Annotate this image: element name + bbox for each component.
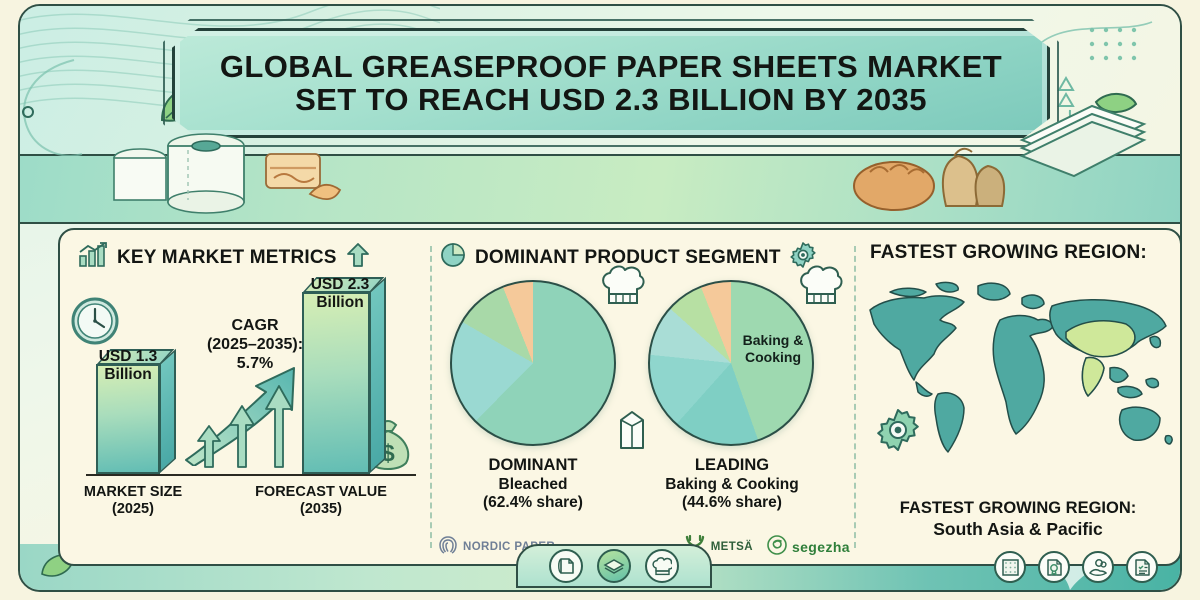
plaque-outline [163, 19, 1059, 147]
title-line-2: Set to Reach USD 2.3 Billion by 2035 [295, 82, 927, 117]
bar-front-face [302, 292, 370, 474]
panel-key-market-metrics: KEY MARKET METRICS [60, 230, 432, 564]
pie-1-caption: DOMINANT Bleached (62.4% share) [440, 456, 626, 513]
divider-left-mid [430, 246, 432, 548]
x-label-2-line2: (2035) [300, 501, 342, 518]
pie-1-caption-name: Bleached [498, 475, 568, 493]
stacked-sheets-icon[interactable] [597, 549, 631, 583]
middle-panel-heading: DOMINANT PRODUCT SEGMENT [440, 242, 816, 274]
region-caption: FASTEST GROWING REGION: South Asia & Pac… [856, 499, 1180, 540]
bottom-toolbar-left[interactable] [516, 544, 712, 588]
chart-baseline-axis [86, 474, 416, 476]
pie-2-inner-label: Baking & Cooking [730, 332, 816, 365]
right-panel-heading: FASTEST GROWING REGION: [870, 242, 1147, 264]
pie-2-caption-head: LEADING [694, 456, 770, 474]
right-panel-heading-label: FASTEST GROWING REGION: [870, 242, 1147, 263]
texture-swatch-icon[interactable] [994, 551, 1026, 583]
pie-1-caption-share: (62.4% share) [483, 494, 583, 512]
up-arrow-icon [346, 242, 370, 274]
pie-2-caption-share: (44.6% share) [682, 494, 782, 512]
pie-1-slices [450, 280, 616, 446]
outer-frame: Global Greaseproof Paper Sheets Market S… [18, 4, 1182, 592]
x-axis-label-market-size: MARKET SIZE (2025) [68, 484, 198, 518]
chef-hat-icon[interactable] [645, 549, 679, 583]
pie-chart-baking-cooking: Baking & Cooking [620, 265, 843, 511]
pie-1-caption-head: DOMINANT [488, 456, 578, 474]
cagr-line-1: CAGR [231, 317, 279, 334]
logo-metsa-label: METSÄ [710, 541, 753, 553]
mini-up-arrow-icon-1 [196, 423, 222, 474]
x-label-1-line2: (2025) [112, 501, 154, 518]
subtitle-band: Asia-Pacific Leads Growth as Nordic Pape… [20, 104, 1180, 364]
bar-value-2035-line1: USD 2.3 [310, 276, 370, 293]
pie-2-caption-name: Baking & Cooking [665, 475, 799, 493]
region-caption-line-1: FASTEST GROWING REGION: [899, 499, 1137, 518]
title-line-1: Global Greaseproof Paper Sheets Market [219, 48, 1003, 84]
region-caption-line-2: South Asia & Pacific [933, 519, 1103, 539]
clock-icon [70, 296, 120, 351]
panel-fastest-growing-region: FASTEST GROWING REGION: [856, 230, 1180, 564]
middle-panel-heading-label: DOMINANT PRODUCT SEGMENT [475, 247, 781, 268]
divider-mid-right [854, 246, 856, 548]
milk-carton-icon [614, 406, 650, 457]
gear-icon [790, 242, 816, 274]
bar-forecast-value-2035 [302, 276, 386, 474]
main-content-card: KEY MARKET METRICS [58, 228, 1180, 566]
market-size-bar-chart: CAGR (2025–2035): 5.7% [60, 272, 432, 524]
logo-segezha-label: segezha [791, 539, 850, 555]
bar-value-label-2025: USD 1.3 Billion [78, 348, 178, 383]
x-axis-label-forecast-value: FORECAST VALUE (2035) [238, 484, 404, 518]
bar-value-2025-line1: USD 1.3 [98, 348, 158, 365]
segezha-spiral-icon [767, 534, 787, 560]
world-map-icon [869, 281, 1173, 453]
pie-2-inner-line2: Cooking [745, 348, 801, 365]
checklist-report-icon[interactable] [1126, 551, 1158, 583]
certificate-document-icon[interactable] [1038, 551, 1070, 583]
bottom-toolbar-right[interactable] [994, 547, 1158, 587]
bar-chart-growth-icon [78, 242, 108, 274]
bar-value-2035-line2: Billion [316, 293, 364, 311]
pie-2-inner-line1: Baking & [742, 332, 804, 348]
nordic-paper-fingerprint-icon [438, 535, 458, 560]
left-panel-heading-label: KEY MARKET METRICS [117, 247, 337, 268]
bar-market-size-2025 [96, 348, 176, 474]
cagr-line-2: (2025–2035): [206, 336, 304, 354]
paper-roll-icon[interactable] [549, 549, 583, 583]
left-panel-heading: KEY MARKET METRICS [78, 242, 370, 274]
mini-up-arrow-icon-2 [228, 403, 256, 474]
bar-front-face [96, 364, 160, 474]
pie-2-slices [648, 280, 814, 446]
page-title: Global Greaseproof Paper Sheets Market S… [194, 48, 1028, 117]
pie-chart-bleached: DOMINANT Bleached (62.4% share) [450, 265, 645, 511]
hand-coins-icon[interactable] [1082, 551, 1114, 583]
mini-up-arrow-icon-3 [264, 383, 294, 474]
title-plaque: Global Greaseproof Paper Sheets Market S… [163, 19, 1059, 147]
cagr-annotation: CAGR (2025–2035): 5.7% [180, 316, 330, 374]
bar-value-label-2035: USD 2.3 Billion [288, 276, 392, 311]
pie-chart-icon [440, 242, 466, 274]
bar-value-2025-line2: Billion [104, 365, 152, 383]
panel-dominant-product-segment: DOMINANT PRODUCT SEGMENT [432, 230, 856, 564]
flare-blob-decor [22, 59, 83, 157]
x-label-1-line1: MARKET SIZE [83, 484, 183, 501]
logo-segezha: segezha [767, 534, 850, 560]
x-label-2-line1: FORECAST VALUE [255, 484, 387, 501]
hero-band: Global Greaseproof Paper Sheets Market S… [20, 6, 1180, 157]
pie-2-caption: LEADING Baking & Cooking (44.6% share) [622, 456, 842, 513]
